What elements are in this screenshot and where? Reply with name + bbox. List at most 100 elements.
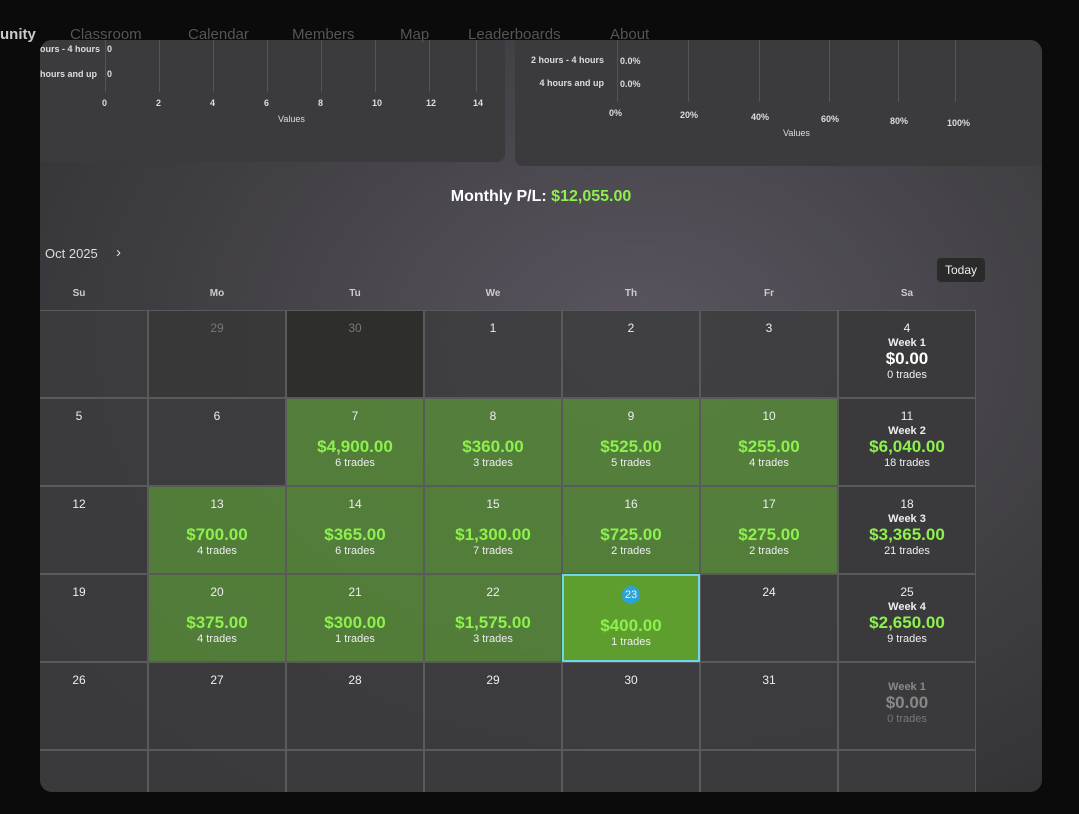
x-tick-label: 0% [609, 108, 623, 118]
day-number: 13 [210, 497, 224, 511]
trade-count: 5 trades [611, 457, 651, 469]
trade-count: 21 trades [884, 545, 930, 557]
day-cell [148, 750, 286, 792]
grid-line [429, 40, 430, 92]
trade-count: 6 trades [335, 545, 375, 557]
day-number: 29 [210, 321, 224, 335]
day-cell: 24 [700, 574, 838, 662]
day-cell: 14 $365.00 6 trades [286, 486, 424, 574]
row-value: 0 [107, 44, 113, 54]
monthly-pl-label: Monthly P/L: [450, 188, 547, 205]
pl-value: $525.00 [600, 437, 662, 456]
grid-line [617, 40, 618, 102]
day-cell: 20 $375.00 4 trades [148, 574, 286, 662]
day-number: 4 [903, 321, 911, 335]
month-label: Oct 2025 [45, 246, 98, 261]
axis-label: Values [278, 114, 305, 124]
day-number: 24 [762, 585, 776, 599]
left-chart [40, 40, 505, 162]
day-number: 17 [762, 497, 776, 511]
week-label: Week 3 [888, 513, 926, 525]
nav-tab: Members [292, 26, 355, 43]
x-tick-label: 4 [210, 98, 216, 108]
day-number: 8 [489, 409, 497, 423]
row-value: 0.0% [620, 79, 641, 89]
day-cell: 26 [40, 662, 148, 750]
next-month[interactable]: › [116, 244, 121, 261]
trade-count: 3 trades [473, 633, 513, 645]
pl-value: $2,650.00 [869, 613, 945, 632]
day-cell [40, 750, 148, 792]
trade-count: 2 trades [611, 545, 651, 557]
x-tick-label: 8 [318, 98, 324, 108]
day-number: 23 [622, 586, 640, 604]
trade-count: 4 trades [749, 457, 789, 469]
day-number: 29 [486, 673, 500, 687]
day-number: 11 [900, 409, 914, 423]
grid-line [321, 40, 322, 92]
day-cell: 27 [148, 662, 286, 750]
x-tick-label: 40% [751, 112, 770, 122]
weekday-header: Tu [349, 288, 361, 299]
day-number: 30 [624, 673, 638, 687]
day-cell: 7 $4,900.00 6 trades [286, 398, 424, 486]
day-cell: 29 [424, 662, 562, 750]
week-label: Week 1 [888, 681, 926, 693]
day-cell: 10 $255.00 4 trades [700, 398, 838, 486]
day-number: 20 [210, 585, 224, 599]
week-label: Week 1 [888, 337, 926, 349]
day-cell [40, 310, 148, 398]
photo-panel: Monthly P/L: $12,055.00 Oct 2025 › Today… [40, 40, 1042, 792]
day-cell: 21 $300.00 1 trades [286, 574, 424, 662]
trade-count: 2 trades [749, 545, 789, 557]
weekday-header: Mo [209, 288, 225, 299]
weekday-header: Su [72, 288, 86, 299]
monthly-pl: Monthly P/L: $12,055.00 [40, 188, 1042, 206]
day-cell: 17 $275.00 2 trades [700, 486, 838, 574]
x-tick-label: 14 [473, 98, 484, 108]
grid-line [213, 40, 214, 92]
day-cell: 28 [286, 662, 424, 750]
pl-value: $300.00 [324, 613, 386, 632]
weekday-header: Th [624, 288, 638, 299]
weekday-header: We [485, 288, 501, 299]
day-cell [286, 750, 424, 792]
day-number: 5 [75, 409, 83, 423]
day-number: 15 [486, 497, 500, 511]
day-number: 26 [72, 673, 86, 687]
day-cell: 22 $1,575.00 3 trades [424, 574, 562, 662]
grid-line [105, 40, 106, 92]
day-cell: 9 $525.00 5 trades [562, 398, 700, 486]
day-number: 10 [762, 409, 776, 423]
axis-label: Values [783, 128, 810, 138]
day-number: 6 [213, 409, 221, 423]
trade-count: 0 trades [887, 713, 927, 725]
nav-tab: Calendar [188, 26, 249, 43]
day-cell: 25 Week 4 $2,650.00 9 trades [838, 574, 976, 662]
x-tick-label: 80% [890, 116, 909, 126]
grid-line [688, 40, 689, 102]
pl-value: $365.00 [324, 525, 386, 544]
today-button[interactable]: Today [937, 258, 986, 282]
day-number: 19 [72, 585, 86, 599]
x-tick-label: 6 [264, 98, 270, 108]
day-number: 3 [765, 321, 773, 335]
day-cell: Week 1 $0.00 0 trades [838, 662, 976, 750]
grid-line [829, 40, 830, 102]
trade-count: 1 trades [335, 633, 375, 645]
day-cell: 19 [40, 574, 148, 662]
trade-count: 7 trades [473, 545, 513, 557]
x-tick-label: 0 [102, 98, 108, 108]
weekday-header: Fr [764, 288, 774, 299]
day-number: 12 [72, 497, 86, 511]
trade-count: 1 trades [611, 636, 651, 648]
day-number: 14 [348, 497, 362, 511]
day-number: 22 [486, 585, 500, 599]
monthly-pl-value: $12,055.00 [551, 188, 632, 205]
pl-value: $275.00 [738, 525, 800, 544]
pl-value: $700.00 [186, 525, 248, 544]
day-cell [838, 750, 976, 792]
day-cell: 4 Week 1 $0.00 0 trades [838, 310, 976, 398]
pl-value: $400.00 [600, 616, 662, 635]
